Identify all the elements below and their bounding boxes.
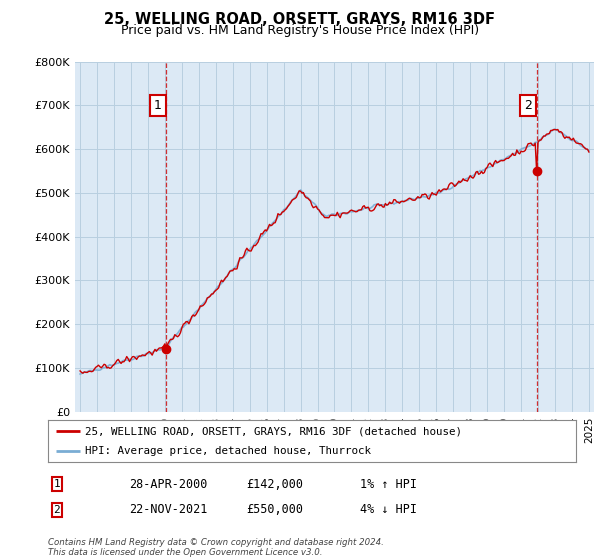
Text: 1: 1	[53, 479, 61, 489]
Text: 2: 2	[53, 505, 61, 515]
Text: 25, WELLING ROAD, ORSETT, GRAYS, RM16 3DF: 25, WELLING ROAD, ORSETT, GRAYS, RM16 3D…	[104, 12, 496, 27]
Text: Contains HM Land Registry data © Crown copyright and database right 2024.
This d: Contains HM Land Registry data © Crown c…	[48, 538, 384, 557]
Text: 2: 2	[524, 99, 532, 112]
Text: 28-APR-2000: 28-APR-2000	[129, 478, 208, 491]
Text: 25, WELLING ROAD, ORSETT, GRAYS, RM16 3DF (detached house): 25, WELLING ROAD, ORSETT, GRAYS, RM16 3D…	[85, 426, 462, 436]
Text: 1: 1	[154, 99, 162, 112]
Text: £142,000: £142,000	[246, 478, 303, 491]
Text: Price paid vs. HM Land Registry's House Price Index (HPI): Price paid vs. HM Land Registry's House …	[121, 24, 479, 36]
Text: HPI: Average price, detached house, Thurrock: HPI: Average price, detached house, Thur…	[85, 446, 371, 456]
Text: 1% ↑ HPI: 1% ↑ HPI	[360, 478, 417, 491]
Text: 22-NOV-2021: 22-NOV-2021	[129, 503, 208, 516]
Text: £550,000: £550,000	[246, 503, 303, 516]
Text: 4% ↓ HPI: 4% ↓ HPI	[360, 503, 417, 516]
